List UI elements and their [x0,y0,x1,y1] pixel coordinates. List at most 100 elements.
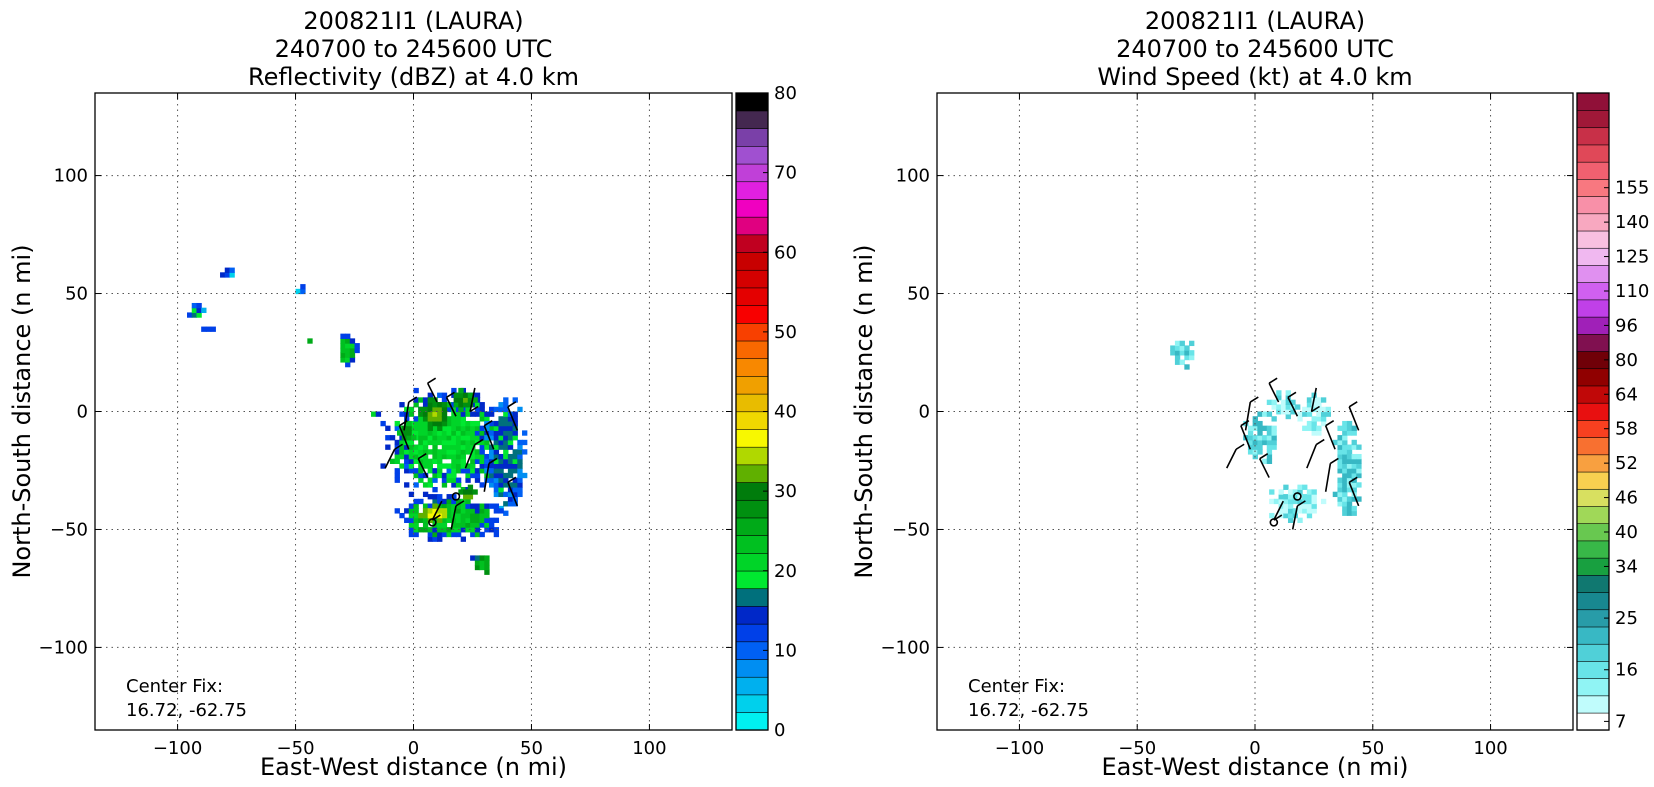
wind-barb-flag [394,443,404,450]
y-tick-label: 100 [896,166,930,187]
x-tick-label: −50 [1118,738,1156,759]
gridlines [937,93,1573,730]
colorbar-bin [735,198,769,218]
colorbar-bin [1576,333,1610,352]
chart-title-line: Wind Speed (kt) at 4.0 km [1097,63,1412,91]
echo-core [458,484,478,500]
y-tick-label: −50 [892,519,930,540]
wind-barb [1324,463,1332,492]
echo-cell [371,411,382,417]
x-tick-label: 100 [1473,738,1507,759]
colorbar-bin [735,358,769,377]
chart-title-line: 200821I1 (LAURA) [303,7,523,35]
wind-barb-flag [1240,419,1250,427]
wind-barb-flag [1259,453,1269,460]
colorbar-tick-label: 52 [1615,453,1638,474]
x-axis-label: East-West distance (n mi) [1101,753,1408,781]
wind-barb-flag [488,457,498,465]
wind-barb [507,481,519,507]
wind-barb [1348,406,1360,431]
colorbar-bin [735,181,769,200]
echo-core [453,387,478,413]
wind-barb-flag [1315,438,1325,446]
colorbar-bin [735,110,769,129]
wind-barb-flag [417,453,427,460]
wind-barb [1244,401,1252,431]
colorbar-bin [1576,92,1610,111]
colorbar-tick-label: 40 [1615,522,1638,543]
wind-barb [403,401,410,431]
colorbar: 7 16 25 34 40 46 52 58 64 80 96 110 125 140 155 [1576,92,1649,732]
y-tick-label: 50 [907,284,930,305]
wind-barb [1287,396,1299,417]
y-tick-label: 50 [65,284,88,305]
wind-barb-flag [1311,405,1320,413]
echo-cell [1170,340,1195,370]
wind-barb-flag [1287,391,1297,399]
wind-barb [398,425,410,450]
x-tick-label: −50 [277,738,315,759]
colorbar-bin [735,428,769,448]
wind-barb-flag [1325,419,1335,427]
colorbar-bin [735,234,769,253]
colorbar-tick-label: 140 [1615,212,1649,233]
echo-cell [1243,411,1277,465]
y-tick-label: 0 [919,402,930,423]
chart-title-line: 240700 to 245600 UTC [275,35,553,63]
colorbar-bin [1576,505,1610,525]
x-tick-label: 100 [632,738,666,759]
colorbar-bin [1576,161,1610,180]
colorbar-bin [1576,643,1610,662]
colorbar-bin [735,145,769,165]
colorbar-bin [1576,264,1610,283]
colorbar-bin [735,305,769,324]
axis-ticks [937,93,1573,730]
wind-barb-flag [408,396,418,403]
colorbar-bin [735,92,769,112]
wind-barb [1291,505,1299,530]
y-axis-label: North-South distance (n mi) [850,244,878,578]
wind-barb-flag [1348,401,1358,408]
wind-barb [450,505,457,530]
wind-barb [417,458,429,478]
colorbar-bin [735,694,769,713]
colorbar-bin [735,393,769,413]
colorbar-tick-label: 0 [774,720,785,741]
colorbar-tick-label: 58 [1615,419,1638,440]
colorbar-bin [735,623,769,643]
colorbar-tick-label: 7 [1615,711,1626,732]
colorbar-bin [1576,230,1610,249]
colorbar-bin [735,251,769,271]
wind-barb-flag [1249,396,1259,403]
colorbar-bin [735,287,769,306]
wind-barb [1258,458,1270,478]
colorbar-tick-label: 30 [774,481,797,502]
x-axis-label: East-West distance (n mi) [260,753,567,781]
wind-barb [1273,500,1284,521]
center-fix-annotation: 16.72, -62.75 [126,700,247,721]
x-tick-label: −100 [995,738,1044,759]
wind-barb-flag [507,476,517,483]
wind-barb-flag [483,419,493,427]
echo-cell [340,333,360,368]
wind-barb-flag [1329,457,1339,465]
echo-field [187,267,528,575]
echo-cell [295,284,306,295]
colorbar-tick-label: 80 [1615,350,1638,371]
colorbar-bin [1576,695,1610,714]
y-tick-label: 100 [54,166,88,187]
colorbar-bin [735,552,769,572]
echo-cell [201,326,216,332]
colorbar-bin [1576,402,1610,421]
wind-barb-flag [446,391,455,399]
wind-barb [469,387,476,412]
colorbar-bin [735,269,769,289]
colorbar-bin [1576,540,1610,559]
x-tick-label: 0 [1249,738,1260,759]
colorbar-bin [735,676,769,696]
wind-barbs [384,377,519,530]
colorbar-bin [735,216,769,236]
colorbar-tick-label: 34 [1615,556,1638,577]
colorbar-tick-label: 110 [1615,281,1649,302]
